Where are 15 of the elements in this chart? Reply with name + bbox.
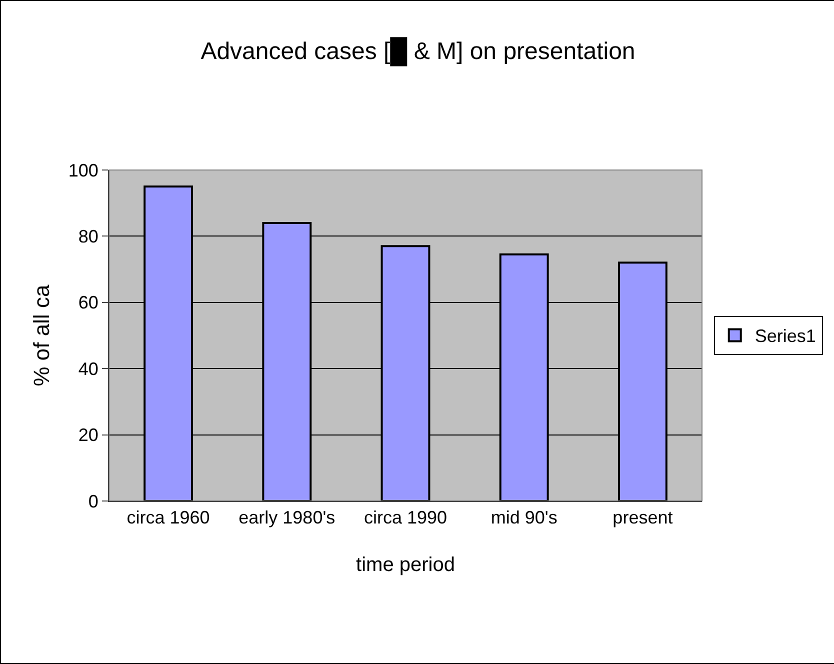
y-tick-label: 60 bbox=[78, 292, 98, 313]
y-tick-label: 0 bbox=[88, 491, 98, 512]
x-tick-label: circa 1990 bbox=[364, 508, 448, 528]
y-tick-label: 20 bbox=[78, 425, 98, 446]
y-tick-label: 40 bbox=[78, 358, 98, 379]
y-axis-title: % of all ca bbox=[29, 284, 54, 386]
x-axis-title: time period bbox=[356, 554, 455, 576]
y-tick-label: 100 bbox=[68, 160, 98, 180]
x-tick-label: present bbox=[612, 508, 673, 528]
chart-title: Advanced cases [█ & M] on presentation bbox=[200, 37, 636, 68]
y-tick-label: 80 bbox=[78, 226, 98, 246]
x-tick-label: mid 90's bbox=[490, 508, 558, 528]
x-tick-label: circa 1960 bbox=[126, 508, 210, 528]
x-tick-label: early 1980's bbox=[238, 508, 336, 528]
legend-label: Series1 bbox=[754, 326, 816, 346]
